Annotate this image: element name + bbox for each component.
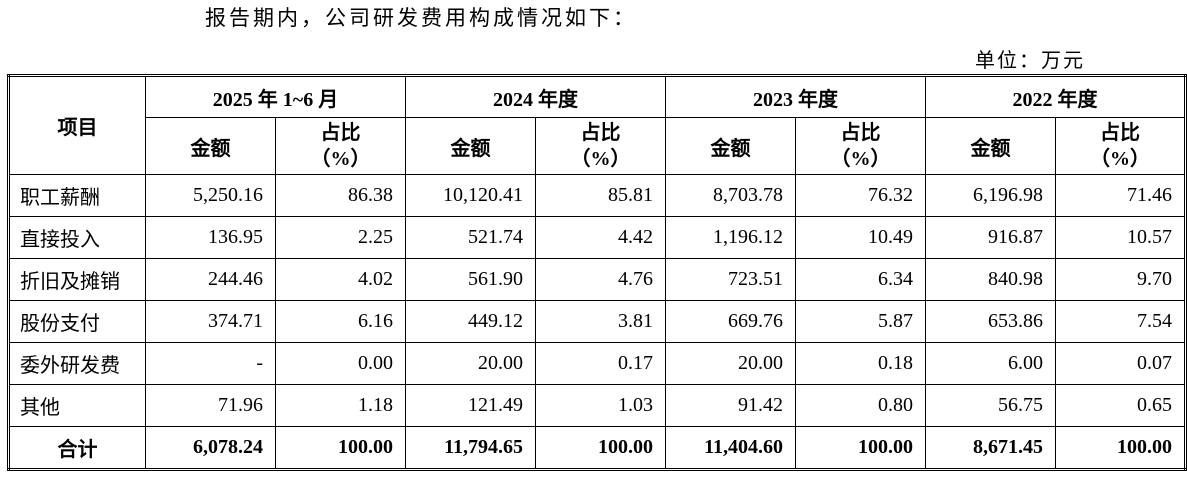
amount-cell: 56.75 <box>925 384 1056 427</box>
amount-cell: 1,196.12 <box>665 216 796 259</box>
amount-cell: - <box>145 342 276 385</box>
ratio-cell: 76.32 <box>795 174 926 217</box>
row-label: 委外研发费 <box>8 342 146 385</box>
table-row-employee-compensation: 职工薪酬 5,250.16 86.38 10,120.41 85.81 8,70… <box>8 174 1186 217</box>
period-header-2023: 2023 年度 <box>665 75 926 118</box>
amount-cell: 723.51 <box>665 258 796 301</box>
row-label: 直接投入 <box>8 216 146 259</box>
ratio-cell: 0.80 <box>795 384 926 427</box>
table-row-depreciation-amortization: 折旧及摊销 244.46 4.02 561.90 4.76 723.51 6.3… <box>8 258 1186 301</box>
ratio-cell: 9.70 <box>1055 258 1186 301</box>
amount-cell: 20.00 <box>405 342 536 385</box>
total-row-label: 合计 <box>8 426 146 470</box>
amount-cell: 916.87 <box>925 216 1056 259</box>
amount-header-2023: 金额 <box>665 117 796 175</box>
ratio-cell: 100.00 <box>795 426 926 470</box>
period-header-2025h1: 2025 年 1~6 月 <box>145 75 406 118</box>
amount-cell: 121.49 <box>405 384 536 427</box>
ratio-cell: 4.02 <box>275 258 406 301</box>
ratio-cell: 1.03 <box>535 384 666 427</box>
ratio-cell: 3.81 <box>535 300 666 343</box>
row-label: 股份支付 <box>8 300 146 343</box>
amount-cell: 653.86 <box>925 300 1056 343</box>
amount-cell: 561.90 <box>405 258 536 301</box>
ratio-cell: 2.25 <box>275 216 406 259</box>
table-row-other: 其他 71.96 1.18 121.49 1.03 91.42 0.80 56.… <box>8 384 1186 427</box>
ratio-cell: 10.49 <box>795 216 926 259</box>
ratio-cell: 100.00 <box>1055 426 1186 470</box>
ratio-cell: 0.07 <box>1055 342 1186 385</box>
amount-cell: 840.98 <box>925 258 1056 301</box>
ratio-cell: 100.00 <box>535 426 666 470</box>
ratio-header-2025h1: 占比 （%） <box>275 117 406 175</box>
amount-cell: 20.00 <box>665 342 796 385</box>
amount-cell: 91.42 <box>665 384 796 427</box>
intro-text: 报告期内，公司研发费用构成情况如下： <box>205 6 637 30</box>
amount-cell: 71.96 <box>145 384 276 427</box>
amount-header-2024: 金额 <box>405 117 536 175</box>
amount-cell: 11,404.60 <box>665 426 796 470</box>
amount-cell: 6.00 <box>925 342 1056 385</box>
table-row-outsourced-rnd: 委外研发费 - 0.00 20.00 0.17 20.00 0.18 6.00 … <box>8 342 1186 385</box>
ratio-cell: 6.34 <box>795 258 926 301</box>
table-header-periods: 项目 2025 年 1~6 月 2024 年度 2023 年度 2022 年度 <box>8 75 1186 175</box>
row-label: 其他 <box>8 384 146 427</box>
amount-cell: 449.12 <box>405 300 536 343</box>
ratio-cell: 4.76 <box>535 258 666 301</box>
ratio-cell: 100.00 <box>275 426 406 470</box>
ratio-header-2022: 占比 （%） <box>1055 117 1186 175</box>
ratio-cell: 0.17 <box>535 342 666 385</box>
amount-cell: 521.74 <box>405 216 536 259</box>
table-row-share-payment: 股份支付 374.71 6.16 449.12 3.81 669.76 5.87… <box>8 300 1186 343</box>
amount-header-2022: 金额 <box>925 117 1056 175</box>
row-label: 折旧及摊销 <box>8 258 146 301</box>
ratio-cell: 4.42 <box>535 216 666 259</box>
table-header-measures: 金额 占比 （%） 金额 占比 （%） 金额 占比 （%） 金额 占比 （%） <box>9 117 1186 175</box>
amount-cell: 6,078.24 <box>145 426 276 470</box>
amount-cell: 244.46 <box>145 258 276 301</box>
ratio-cell: 6.16 <box>275 300 406 343</box>
ratio-header-2024: 占比 （%） <box>535 117 666 175</box>
column-header-item: 项目 <box>8 75 146 175</box>
ratio-cell: 10.57 <box>1055 216 1186 259</box>
ratio-cell: 1.18 <box>275 384 406 427</box>
amount-header-2025h1: 金额 <box>145 117 276 175</box>
ratio-cell: 5.87 <box>795 300 926 343</box>
amount-cell: 8,703.78 <box>665 174 796 217</box>
ratio-cell: 0.00 <box>275 342 406 385</box>
ratio-cell: 0.18 <box>795 342 926 385</box>
unit-label: 单位：万元 <box>975 50 1085 72</box>
amount-cell: 10,120.41 <box>405 174 536 217</box>
row-label: 职工薪酬 <box>8 174 146 217</box>
period-header-2022: 2022 年度 <box>925 75 1186 118</box>
amount-cell: 11,794.65 <box>405 426 536 470</box>
ratio-cell: 0.65 <box>1055 384 1186 427</box>
rnd-expense-table: 项目 2025 年 1~6 月 2024 年度 2023 年度 2022 年度 … <box>7 74 1187 471</box>
amount-cell: 374.71 <box>145 300 276 343</box>
table-row-total: 合计 6,078.24 100.00 11,794.65 100.00 11,4… <box>8 426 1186 470</box>
amount-cell: 8,671.45 <box>925 426 1056 470</box>
amount-cell: 136.95 <box>145 216 276 259</box>
ratio-cell: 86.38 <box>275 174 406 217</box>
amount-cell: 669.76 <box>665 300 796 343</box>
amount-cell: 6,196.98 <box>925 174 1056 217</box>
ratio-cell: 85.81 <box>535 174 666 217</box>
amount-cell: 5,250.16 <box>145 174 276 217</box>
ratio-header-2023: 占比 （%） <box>795 117 926 175</box>
ratio-cell: 71.46 <box>1055 174 1186 217</box>
table-row-direct-input: 直接投入 136.95 2.25 521.74 4.42 1,196.12 10… <box>8 216 1186 259</box>
ratio-cell: 7.54 <box>1055 300 1186 343</box>
period-header-2024: 2024 年度 <box>405 75 666 118</box>
